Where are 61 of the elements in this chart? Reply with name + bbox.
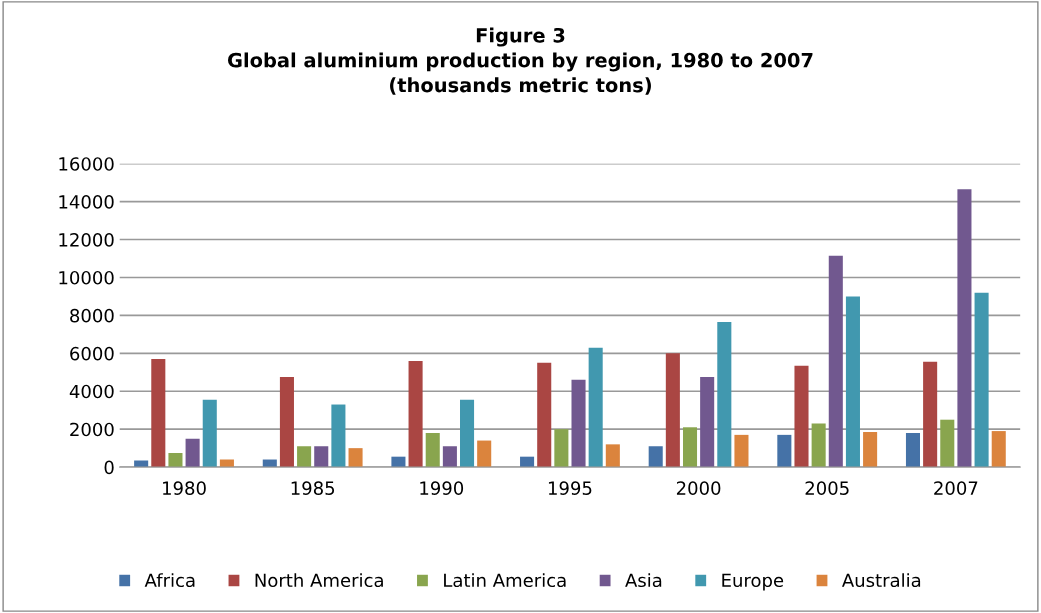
bar [442, 446, 457, 468]
x-tick-label: 1980 [163, 481, 206, 495]
legend-label: North America [255, 573, 383, 588]
bar [348, 448, 363, 468]
x-tick-label: 2005 [805, 481, 849, 495]
y-tick-label: 14000 [59, 195, 114, 209]
legend-label: Latin America [444, 573, 566, 588]
bar [588, 347, 603, 468]
x-tick-label: 1990 [420, 481, 464, 495]
y-tick-label: 12000 [59, 232, 114, 247]
y-tick-label: 8000 [70, 308, 114, 323]
bar [665, 353, 680, 468]
bar [717, 322, 732, 468]
bar [845, 296, 860, 468]
legend-label: Asia [625, 573, 662, 588]
bar [537, 362, 552, 468]
bar [297, 446, 312, 468]
bar [554, 429, 569, 468]
bar [151, 359, 166, 468]
y-tick-label: 16000 [59, 157, 114, 171]
bar [477, 440, 492, 468]
bar [828, 255, 843, 468]
bar [794, 365, 809, 468]
bar [202, 399, 217, 468]
bar [940, 419, 955, 468]
bar [811, 423, 826, 468]
bar [460, 399, 475, 468]
bar [168, 452, 183, 468]
chart-title: Figure 3 Global aluminium production by region, 1980 to 2007 (thousands metric tons) [227, 27, 813, 95]
x-tick-label: 1985 [291, 481, 335, 495]
bar [991, 431, 1006, 468]
bar [974, 292, 989, 468]
bar [331, 404, 346, 468]
y-tick-label: 4000 [69, 384, 114, 399]
legend-label: Africa [144, 573, 195, 588]
bar [571, 379, 586, 468]
x-tick-label: 2000 [676, 481, 721, 495]
bar [134, 460, 149, 468]
y-tick-label: 10000 [59, 270, 114, 285]
y-tick-label: 2000 [70, 422, 114, 437]
bar [957, 189, 972, 468]
bar [605, 444, 620, 468]
bar [648, 446, 663, 468]
bar [863, 432, 878, 468]
bar [185, 438, 200, 468]
bar [905, 432, 921, 468]
bar [734, 434, 749, 468]
bar [777, 434, 792, 468]
bar [425, 432, 440, 468]
bar [314, 446, 329, 468]
x-tick-label: 2007 [934, 481, 978, 495]
bar [408, 360, 423, 468]
y-tick-label: 6000 [70, 346, 114, 361]
bar [700, 377, 715, 468]
bar [682, 427, 698, 468]
bar [279, 377, 294, 468]
bar [923, 361, 938, 468]
legend-label: Australia [842, 573, 921, 588]
x-tick-label: 1995 [548, 481, 592, 495]
y-tick-label: 0 [104, 460, 114, 475]
legend-label: Europe [722, 573, 784, 591]
